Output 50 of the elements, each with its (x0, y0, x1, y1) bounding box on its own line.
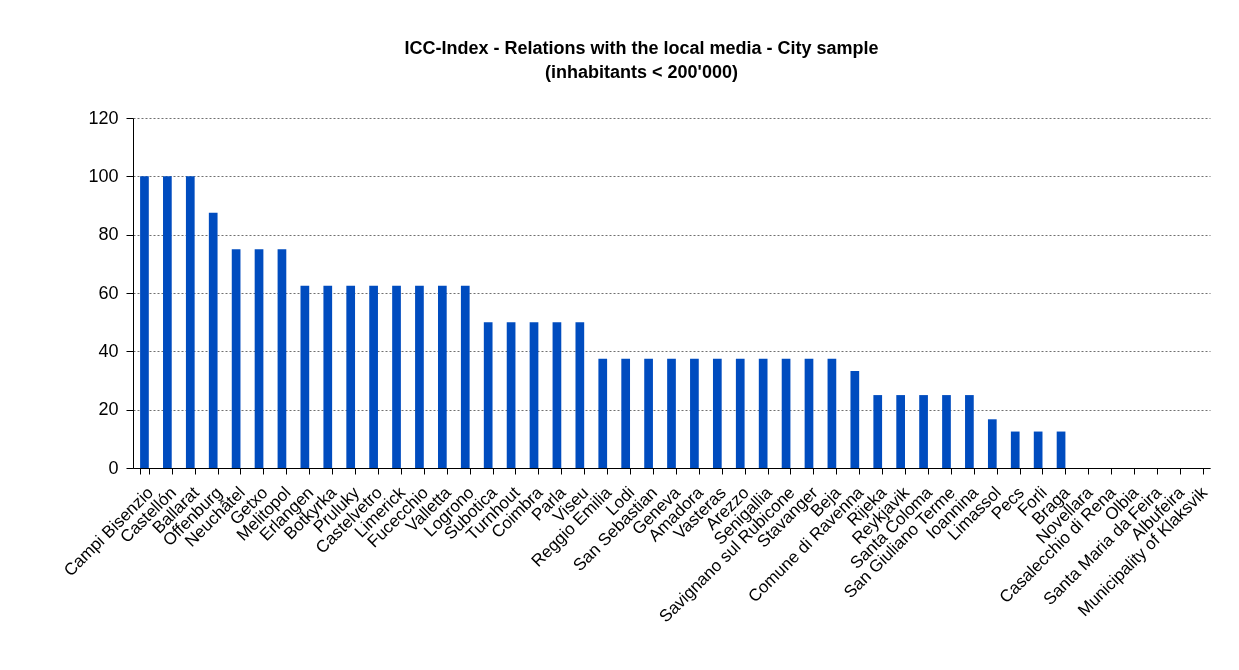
bar (185, 176, 195, 468)
y-tick-label: 60 (98, 282, 119, 303)
bar (621, 358, 631, 468)
bar (460, 285, 470, 468)
chart-subtitle: (inhabitants < 200'000) (545, 62, 738, 82)
bar (1010, 431, 1020, 468)
bar (850, 370, 860, 468)
bar (392, 285, 401, 468)
bar (483, 322, 493, 468)
bar (896, 395, 905, 468)
bar (644, 358, 653, 468)
bar (942, 395, 951, 468)
bar (735, 358, 745, 468)
bar (598, 358, 608, 468)
bar (300, 285, 310, 468)
bar (254, 249, 264, 468)
bar (965, 395, 974, 468)
bar (529, 322, 539, 468)
bar (231, 249, 241, 468)
bar (323, 285, 333, 468)
y-tick-label: 120 (88, 107, 119, 128)
bar (346, 285, 356, 468)
bar (781, 358, 791, 468)
bar (987, 419, 997, 468)
bar (827, 358, 837, 468)
bar (758, 358, 768, 468)
y-tick-label: 20 (98, 399, 119, 420)
bar (667, 358, 676, 468)
bar (1056, 431, 1066, 468)
bar (804, 358, 814, 468)
bar (575, 322, 585, 468)
y-tick-label: 40 (98, 340, 119, 361)
bar (919, 395, 928, 468)
bar (1033, 431, 1043, 468)
y-tick-label: 80 (98, 224, 119, 245)
bar (277, 249, 287, 468)
y-tick-label: 0 (108, 457, 119, 478)
bar (369, 285, 378, 468)
bar (208, 212, 218, 468)
bar (552, 322, 562, 468)
bar (438, 285, 447, 468)
y-tick-label: 100 (88, 165, 119, 186)
bar (415, 285, 424, 468)
bar (140, 176, 149, 468)
bar (506, 322, 516, 468)
bar (163, 176, 172, 468)
bar (873, 395, 883, 468)
bar (712, 358, 722, 468)
chart-title: ICC-Index - Relations with the local media - City sample (404, 38, 879, 58)
bar (690, 358, 699, 468)
